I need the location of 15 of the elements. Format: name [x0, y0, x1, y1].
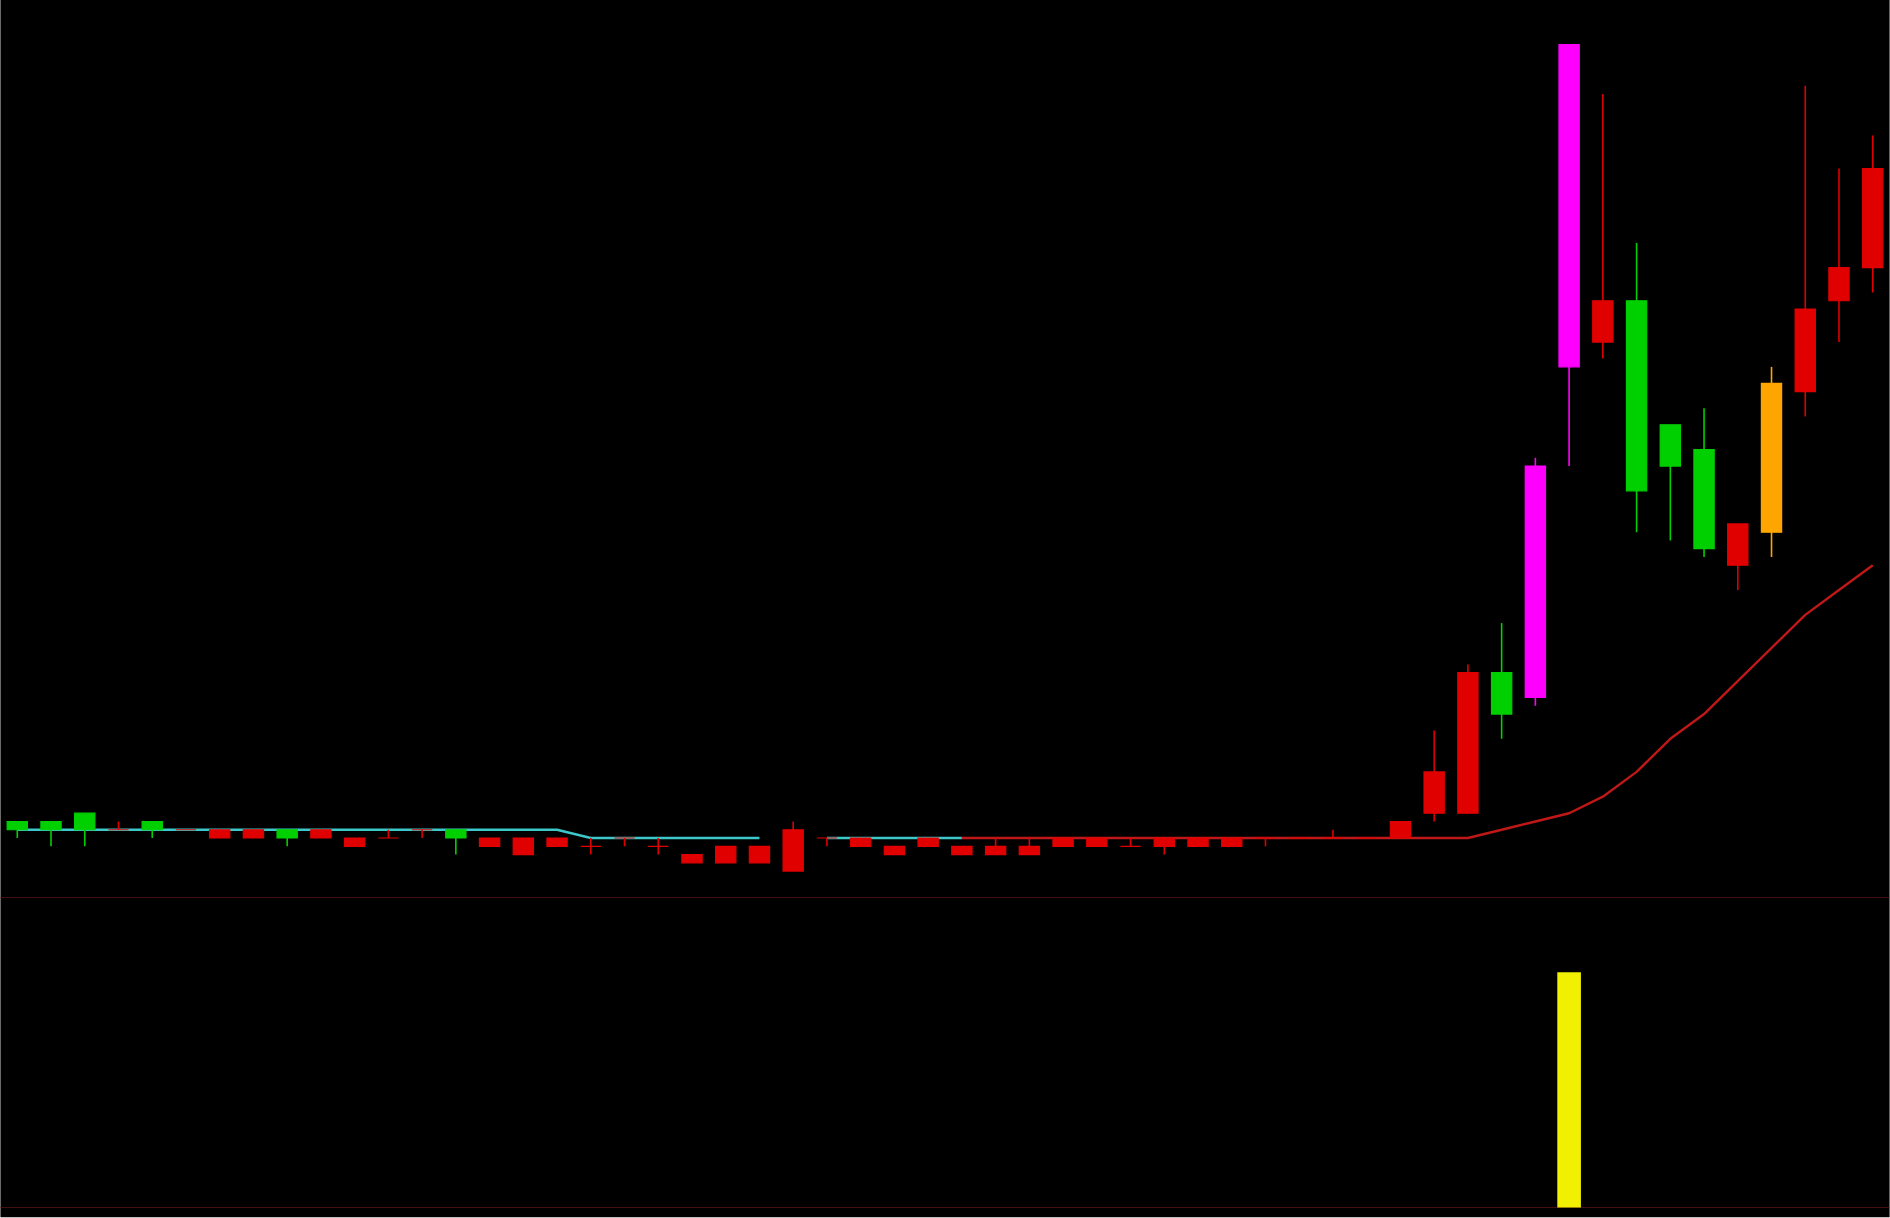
candlestick [1727, 523, 1749, 592]
candlestick [1828, 167, 1850, 344]
candlestick [1423, 730, 1445, 823]
candlestick [1592, 93, 1614, 360]
candlestick [816, 837, 838, 848]
candlestick [580, 837, 602, 856]
candlestick [1490, 622, 1513, 740]
candlestick [1659, 424, 1682, 542]
candlestick [1322, 829, 1344, 840]
candlestick [647, 837, 669, 856]
candlestick [445, 829, 467, 856]
candlestick [40, 820, 62, 848]
candlestick [411, 829, 433, 840]
candlestick [782, 820, 804, 873]
candlestick [74, 812, 96, 848]
